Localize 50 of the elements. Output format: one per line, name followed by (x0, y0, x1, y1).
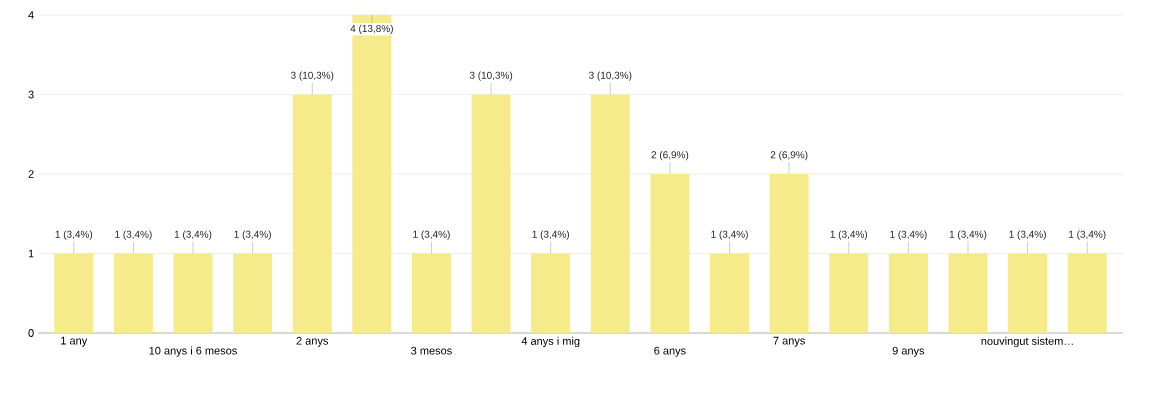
data-label: 1 (3,4%) (234, 230, 271, 240)
data-label: 1 (3,4%) (830, 230, 868, 240)
x-tick-label: 3 mesos (411, 346, 452, 355)
x-tick-label: 6 anys (654, 346, 686, 357)
x-tick-label: 10 anys i 6 mesos (149, 346, 237, 357)
bar (352, 14, 392, 333)
bar (54, 253, 94, 333)
data-label: 3 (10,3%) (469, 71, 513, 81)
bar (411, 253, 451, 333)
data-label: 3 (10,3%) (589, 71, 632, 81)
data-label: 3 (10,3%) (290, 71, 334, 81)
y-tick-label: 0 (28, 329, 34, 337)
bar (1008, 253, 1048, 333)
data-label: 2 (6,9%) (651, 150, 689, 161)
bar (948, 253, 988, 333)
x-tick-label: 2 anys (296, 336, 329, 347)
data-label: 1 (3,4%) (949, 230, 987, 240)
x-tick-label: 1 any (61, 336, 88, 347)
x-tick-label: 4 anys i mig (521, 336, 580, 348)
data-label: 1 (3,4%) (115, 230, 152, 240)
data-label: 1 (3,4%) (174, 230, 212, 240)
bar (233, 253, 273, 333)
bar (769, 173, 809, 333)
data-label: 1 (3,4%) (55, 230, 93, 240)
bar (888, 253, 928, 333)
y-tick-label: 3 (28, 90, 34, 99)
bar (590, 94, 630, 333)
bar (710, 253, 750, 333)
data-label: 1 (3,4%) (711, 230, 748, 240)
bar (113, 253, 153, 333)
y-tick-label: 4 (28, 11, 34, 19)
bar (292, 94, 332, 333)
data-label: 1 (3,4%) (1069, 230, 1106, 240)
x-tick-label: nouvingut sistem… (981, 336, 1073, 348)
bar (650, 173, 690, 333)
bar (1067, 253, 1107, 333)
x-tick-label: 7 anys (773, 336, 805, 347)
bar (173, 253, 213, 333)
y-tick-label: 1 (28, 249, 34, 258)
y-tick-label: 2 (28, 170, 34, 178)
data-label: 2 (6,9%) (770, 150, 808, 161)
data-label: 1 (3,4%) (532, 230, 569, 240)
data-label: 1 (3,4%) (1009, 230, 1046, 240)
data-label: 4 (13,8%) (350, 24, 393, 35)
bar (471, 94, 511, 333)
bar (531, 253, 571, 333)
data-label: 1 (3,4%) (890, 230, 927, 240)
data-label: 1 (3,4%) (413, 230, 450, 240)
bar (829, 253, 869, 333)
x-tick-label: 9 anys (892, 346, 925, 357)
